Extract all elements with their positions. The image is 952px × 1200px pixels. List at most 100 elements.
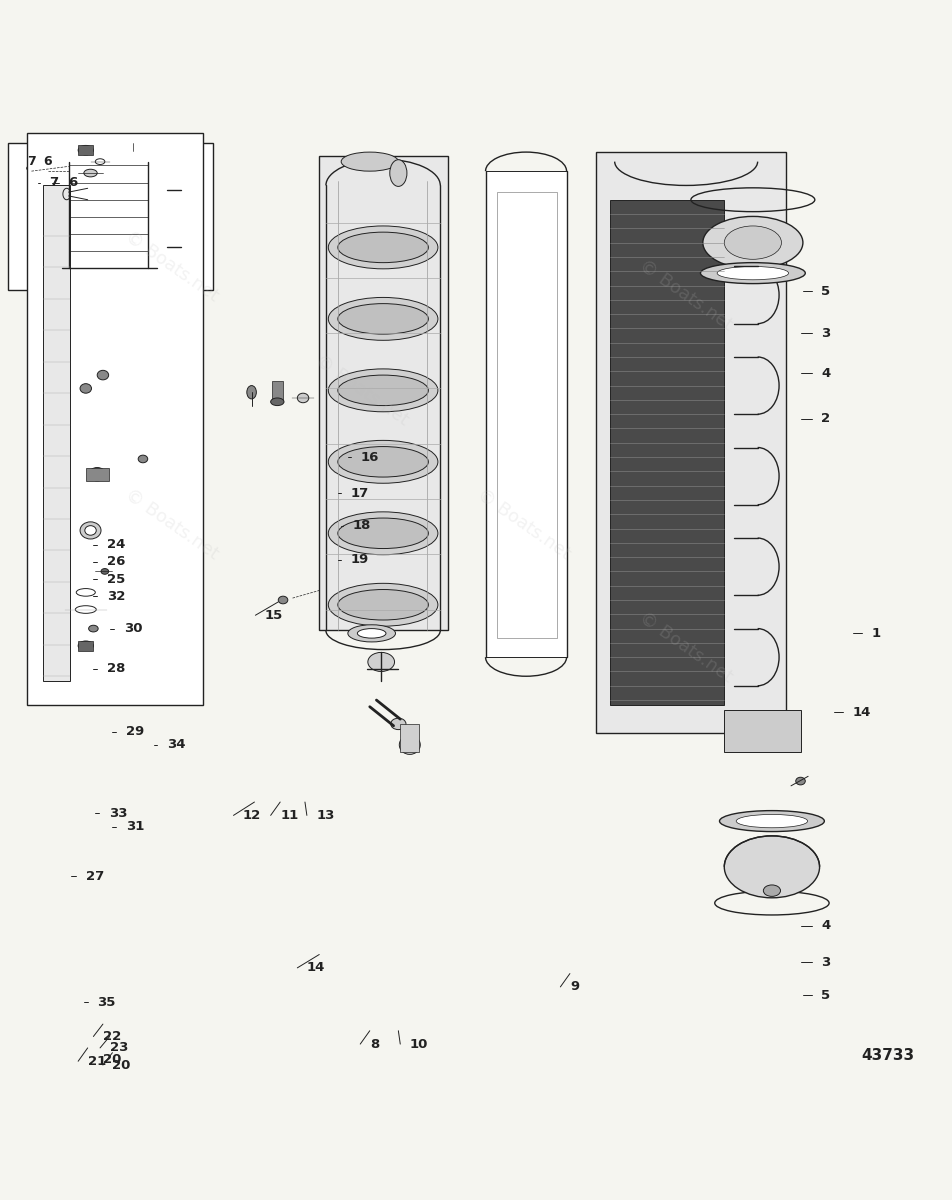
- Ellipse shape: [702, 216, 802, 269]
- Bar: [609, 199, 724, 704]
- Text: 12: 12: [243, 809, 261, 822]
- Ellipse shape: [338, 446, 428, 478]
- Ellipse shape: [735, 815, 807, 828]
- Text: 35: 35: [97, 996, 115, 1009]
- Ellipse shape: [84, 169, 97, 176]
- Ellipse shape: [367, 653, 394, 672]
- Text: 4: 4: [821, 919, 830, 932]
- Text: 19: 19: [350, 553, 368, 566]
- Bar: [271, 380, 283, 402]
- Ellipse shape: [327, 298, 438, 341]
- Bar: [43, 186, 69, 682]
- Ellipse shape: [177, 199, 194, 238]
- Text: 30: 30: [124, 622, 142, 635]
- Ellipse shape: [399, 736, 420, 755]
- Text: 3: 3: [821, 955, 830, 968]
- Ellipse shape: [795, 778, 804, 785]
- Text: 28: 28: [107, 662, 125, 676]
- Text: 6: 6: [43, 155, 52, 168]
- Bar: [595, 152, 785, 733]
- Text: 15: 15: [265, 608, 283, 622]
- Text: 14: 14: [852, 706, 870, 719]
- Bar: [8, 143, 212, 290]
- Bar: [74, 251, 141, 264]
- Ellipse shape: [327, 440, 438, 484]
- Text: 8: 8: [369, 1038, 379, 1050]
- Ellipse shape: [389, 160, 407, 186]
- Text: © Boats.net: © Boats.net: [121, 485, 222, 563]
- Text: 2: 2: [821, 413, 830, 426]
- Ellipse shape: [327, 583, 438, 626]
- Text: © Boats.net: © Boats.net: [311, 352, 412, 430]
- Ellipse shape: [247, 385, 256, 398]
- Text: 29: 29: [126, 725, 144, 738]
- Text: 6: 6: [69, 176, 78, 190]
- Ellipse shape: [327, 512, 438, 554]
- Bar: [724, 709, 800, 752]
- Ellipse shape: [138, 455, 148, 463]
- Bar: [74, 233, 141, 247]
- Text: 27: 27: [86, 870, 104, 883]
- Text: 7: 7: [27, 155, 36, 168]
- Ellipse shape: [125, 274, 142, 284]
- Bar: [78, 145, 93, 155]
- Text: 3: 3: [821, 326, 830, 340]
- Text: 34: 34: [167, 738, 185, 751]
- Text: 32: 32: [107, 589, 125, 602]
- Ellipse shape: [700, 263, 804, 283]
- Bar: [27, 133, 203, 704]
- Text: © Boats.net: © Boats.net: [635, 608, 736, 686]
- Ellipse shape: [724, 226, 781, 259]
- Text: 24: 24: [107, 539, 125, 551]
- Text: 26: 26: [107, 556, 125, 569]
- Ellipse shape: [338, 518, 428, 548]
- Ellipse shape: [341, 152, 398, 172]
- Ellipse shape: [124, 149, 143, 161]
- Ellipse shape: [89, 468, 106, 481]
- Bar: [86, 468, 109, 481]
- Text: 20: 20: [103, 1052, 122, 1066]
- Bar: [497, 192, 556, 638]
- Text: 9: 9: [569, 980, 579, 994]
- Text: 10: 10: [409, 1038, 427, 1050]
- Text: 17: 17: [350, 487, 368, 499]
- Text: 4: 4: [821, 367, 830, 379]
- Ellipse shape: [101, 569, 109, 575]
- Text: 16: 16: [360, 450, 378, 463]
- Ellipse shape: [80, 384, 91, 394]
- Ellipse shape: [327, 226, 438, 269]
- Text: 7: 7: [50, 176, 59, 190]
- Ellipse shape: [270, 398, 284, 406]
- Text: 22: 22: [103, 1030, 121, 1043]
- Ellipse shape: [347, 625, 395, 642]
- Text: 20: 20: [112, 1058, 130, 1072]
- Text: 11: 11: [280, 809, 298, 822]
- Text: 23: 23: [109, 1042, 128, 1055]
- Ellipse shape: [327, 368, 438, 412]
- Ellipse shape: [763, 884, 780, 896]
- Ellipse shape: [97, 371, 109, 380]
- Ellipse shape: [85, 526, 96, 535]
- Text: 31: 31: [126, 821, 144, 833]
- Ellipse shape: [78, 145, 93, 155]
- Text: 5: 5: [821, 284, 830, 298]
- Ellipse shape: [357, 629, 386, 638]
- Text: 1: 1: [871, 626, 881, 640]
- Ellipse shape: [390, 718, 406, 730]
- Text: 13: 13: [316, 809, 334, 822]
- Text: 5: 5: [821, 989, 830, 1002]
- Ellipse shape: [278, 596, 288, 604]
- Text: 33: 33: [109, 806, 127, 820]
- Ellipse shape: [719, 811, 823, 832]
- Ellipse shape: [78, 641, 93, 650]
- Text: 25: 25: [107, 572, 125, 586]
- Text: © Boats.net: © Boats.net: [121, 228, 222, 305]
- Text: © Boats.net: © Boats.net: [473, 485, 574, 563]
- Ellipse shape: [338, 376, 428, 406]
- Bar: [319, 156, 447, 630]
- Text: 18: 18: [352, 520, 370, 532]
- Text: 21: 21: [88, 1055, 106, 1068]
- Bar: [400, 724, 419, 752]
- Text: 14: 14: [307, 961, 325, 974]
- Ellipse shape: [80, 522, 101, 539]
